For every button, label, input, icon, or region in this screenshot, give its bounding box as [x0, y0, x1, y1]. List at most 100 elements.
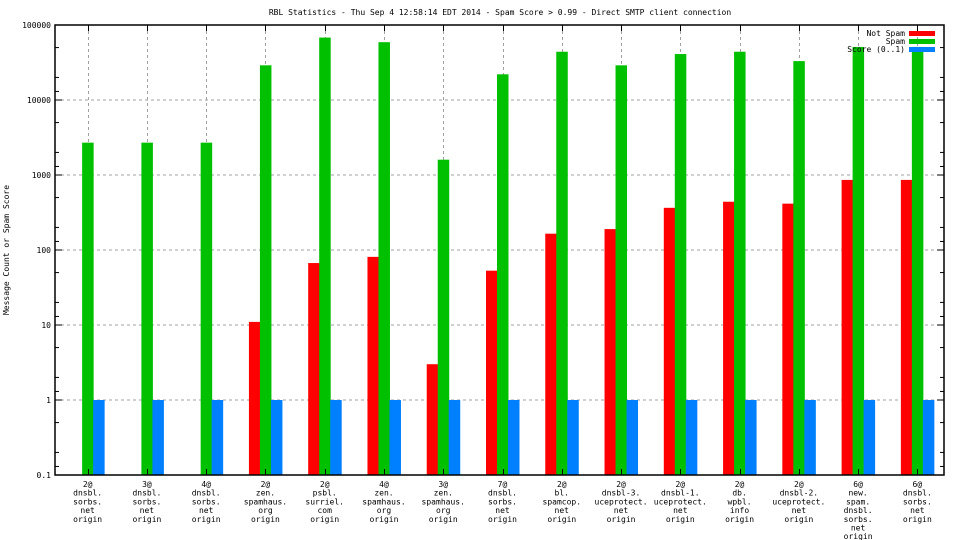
bar-score-0-1: [270, 400, 283, 475]
x-tick-label-line: 2@: [675, 480, 685, 489]
x-tick-label-line: db.: [732, 489, 746, 498]
axes: [54, 24, 945, 476]
bar-score-0-1: [863, 400, 876, 475]
x-tick-label-line: zen.: [434, 489, 453, 498]
x-tick-label-line: info: [730, 506, 749, 515]
bar-spam: [674, 54, 687, 476]
bar-spam: [378, 42, 390, 476]
bar-score-0-1: [93, 400, 105, 475]
x-tick-label-line: dnsbl.: [844, 506, 873, 515]
bar-score-0-1: [152, 400, 164, 475]
y-axis-label: Message Count or Spam Score: [2, 185, 11, 315]
x-tick-label-line: net: [792, 506, 807, 515]
x-tick-label-line: sorbs.: [903, 497, 932, 506]
x-tick-label-line: sorbs.: [132, 497, 161, 506]
bar-score-0-1: [330, 400, 342, 475]
x-tick-label-line: uceprotect.: [595, 497, 648, 506]
bar-not-spam: [723, 201, 735, 476]
x-tick-label-line: 4@: [201, 480, 211, 489]
bar-not-spam: [367, 256, 379, 475]
x-tick-label-line: origin: [844, 532, 873, 540]
x-tick-label-line: surriel.: [305, 497, 344, 506]
x-tick-label-line: zen.: [256, 489, 275, 498]
x-tick-label-line: origin: [429, 515, 458, 524]
x-tick-label-line: new.: [848, 489, 867, 498]
x-tick-label-line: 2@: [735, 480, 745, 489]
bar-not-spam: [486, 270, 498, 475]
bar-spam: [911, 46, 924, 475]
bar-not-spam: [900, 179, 913, 476]
x-tick-label-line: 4@: [379, 480, 389, 489]
x-tick-label-line: origin: [784, 515, 813, 524]
x-tick-label-line: origin: [251, 515, 280, 524]
bar-not-spam: [663, 207, 676, 475]
y-tick-label: 100: [37, 246, 52, 255]
bar-spam: [615, 65, 628, 475]
x-tick-label-line: dnsbl.: [132, 489, 161, 498]
x-tick-label-line: spamcop.: [543, 497, 582, 506]
x-tick-label-line: origin: [725, 515, 754, 524]
bar-spam: [141, 142, 153, 476]
x-tick-label-line: bl.: [555, 489, 569, 498]
bar-spam: [793, 61, 805, 476]
x-tick-label-line: uceprotect.: [654, 497, 707, 506]
bar-score-0-1: [745, 400, 757, 475]
x-tick-label-line: net: [199, 506, 214, 515]
bar-spam: [259, 65, 272, 475]
bar-score-0-1: [508, 400, 520, 475]
x-tick-label-line: sorbs.: [844, 515, 873, 524]
x-tick-label-line: origin: [73, 515, 102, 524]
x-tick-label-line: origin: [132, 515, 161, 524]
x-tick-label-line: origin: [903, 515, 932, 524]
y-tick-label: 10000: [27, 96, 51, 105]
bar-score-0-1: [685, 400, 698, 475]
x-tick-label-line: dnsbl.: [488, 489, 517, 498]
x-tick-label-line: origin: [666, 515, 695, 524]
x-tick-label-line: net: [140, 506, 155, 515]
x-tick-label-line: uceprotect.: [772, 497, 825, 506]
bar-spam: [556, 51, 568, 475]
x-tick-label-line: net: [495, 506, 510, 515]
bar-not-spam: [545, 233, 557, 475]
x-tick-label-line: dnsbl-1.: [661, 489, 700, 498]
y-tick-label: 0.1: [37, 471, 52, 480]
bar-score-0-1: [567, 400, 579, 475]
x-tick-label-line: sorbs.: [73, 497, 102, 506]
x-tick-label-line: wpbl.: [728, 497, 752, 506]
bar-spam: [82, 142, 94, 476]
bar-spam: [497, 74, 509, 475]
x-tick-label-line: dnsbl-2.: [780, 489, 819, 498]
x-tick-label-line: 3@: [142, 480, 152, 489]
x-tick-label-line: org: [377, 506, 392, 515]
x-tick-label-line: com: [317, 506, 332, 515]
x-tick-label-line: 2@: [557, 480, 567, 489]
legend-swatch: [909, 39, 935, 44]
x-tick-label-line: sorbs.: [488, 497, 517, 506]
y-tick-label: 10: [41, 321, 51, 330]
x-tick-label-line: dnsbl.: [903, 489, 932, 498]
x-tick-label-line: psbl.: [313, 489, 337, 498]
legend-label: Not Spam: [866, 29, 905, 38]
legend-label: Score (0..1): [847, 45, 905, 54]
x-tick-label-line: origin: [192, 515, 221, 524]
x-tick-label-line: spamhaus.: [244, 497, 287, 506]
bar-not-spam: [604, 229, 617, 475]
bar-score-0-1: [448, 400, 461, 475]
bar-spam: [319, 37, 331, 476]
x-tick-label-line: zen.: [374, 489, 393, 498]
x-tick-label-line: net: [614, 506, 629, 515]
x-tick-label-line: 3@: [438, 480, 448, 489]
